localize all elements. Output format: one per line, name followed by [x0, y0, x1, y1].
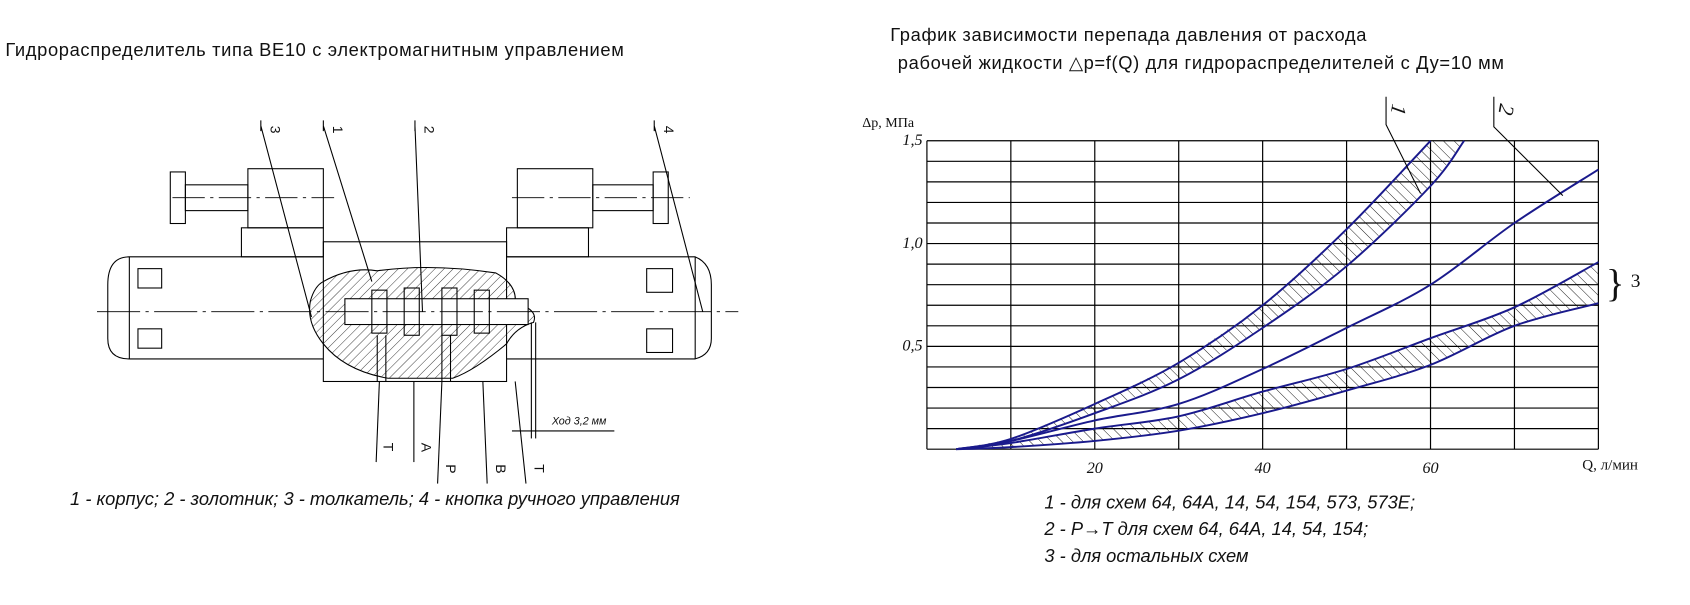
series-2-curve [956, 168, 1599, 451]
legend-item-3: 3 - для остальных схем [1044, 545, 1249, 566]
series-1-leader [1385, 96, 1422, 194]
series-2-label: 2 [1493, 102, 1519, 117]
series-3-label: 3 [1631, 271, 1641, 292]
callout-1: 1 [330, 126, 346, 134]
legend-item-2: 2 - Р→Т для схем 64, 64А, 14, 54, 154; [1043, 518, 1368, 539]
y-tick-label: 0,5 [902, 338, 922, 355]
series-3-band-hatch [956, 262, 1599, 450]
x-axis-label: Q, л/мин [1582, 458, 1638, 474]
leader-3 [260, 120, 313, 318]
pressure-drop-chart: 20 40 60 0,5 1,0 1,5 Δp, МПа Q, л/мин 1 2 } 3 [862, 96, 1641, 477]
y-axis-label: Δp, МПа [862, 116, 915, 131]
leader-4 [653, 120, 704, 312]
valve-caption: 1 - корпус; 2 - золотник; 3 - толкатель;… [70, 488, 680, 509]
chart-title-line1: График зависимости перепада давления от … [890, 24, 1367, 45]
valve-drawing: 3 1 2 4 T A P B T Ход 3,2 мм [97, 120, 739, 484]
y-tick-label: 1,0 [902, 235, 922, 252]
right-coil-base [506, 227, 590, 258]
callout-3: 3 [268, 126, 284, 134]
series-1-label: 1 [1386, 102, 1412, 117]
x-tick-label: 20 [1087, 460, 1103, 477]
series-3-brace: } [1606, 263, 1625, 306]
port-B: B [493, 464, 509, 473]
port-A: A [418, 443, 434, 453]
y-tick-label: 1,5 [902, 132, 922, 149]
series-1-lower-curve [956, 140, 1465, 451]
leader-1 [322, 120, 373, 282]
series-2-leader [1493, 96, 1564, 196]
right-magnet-housing [506, 256, 712, 360]
callout-4: 4 [661, 126, 677, 134]
chart-title-line2: рабочей жидкости △p=f(Q) для гидрораспре… [898, 52, 1505, 73]
stroke-label: Ход 3,2 мм [551, 415, 607, 427]
series-1-band-hatch [956, 140, 1465, 450]
valve-title: Гидрораспределитель типа ВЕ10 с электром… [5, 39, 624, 60]
x-tick-label: 60 [1422, 460, 1438, 477]
legend-item-1: 1 - для схем 64, 64А, 14, 54, 154, 573, … [1044, 491, 1415, 512]
port-T-left: T [381, 443, 397, 452]
x-tick-label: 40 [1255, 460, 1271, 477]
callout-2: 2 [422, 126, 438, 134]
left-coil-base [240, 227, 324, 258]
series-3-upper-curve [956, 261, 1599, 451]
series-1-upper-curve [956, 140, 1432, 451]
port-T-right: T [532, 464, 548, 473]
left-magnet-housing [107, 256, 324, 360]
leader-2 [414, 120, 424, 312]
right-coil [516, 168, 594, 229]
port-P: P [443, 464, 459, 473]
series-3-lower-curve [956, 302, 1599, 451]
